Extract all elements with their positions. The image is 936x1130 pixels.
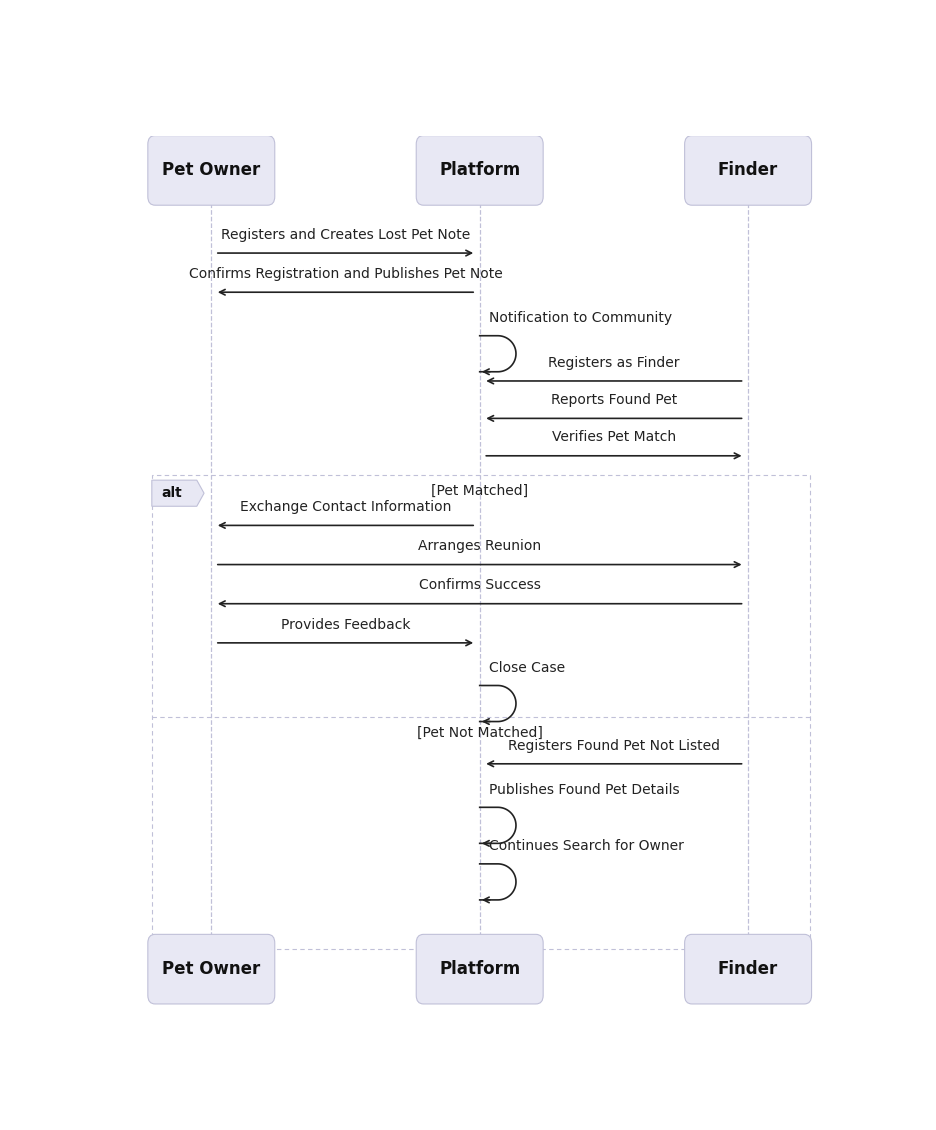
Text: [Pet Matched]: [Pet Matched]: [431, 484, 528, 497]
Text: Exchange Contact Information: Exchange Contact Information: [240, 501, 451, 514]
Text: Publishes Found Pet Details: Publishes Found Pet Details: [489, 783, 680, 797]
Text: Pet Owner: Pet Owner: [162, 162, 260, 180]
Text: Registers and Creates Lost Pet Note: Registers and Creates Lost Pet Note: [221, 228, 470, 242]
Text: Finder: Finder: [718, 162, 778, 180]
Text: Confirms Registration and Publishes Pet Note: Confirms Registration and Publishes Pet …: [189, 267, 503, 281]
Text: Platform: Platform: [439, 162, 520, 180]
Text: Registers Found Pet Not Listed: Registers Found Pet Not Listed: [508, 739, 720, 753]
Text: Provides Feedback: Provides Feedback: [281, 618, 410, 632]
Text: Continues Search for Owner: Continues Search for Owner: [489, 840, 683, 853]
Text: Reports Found Pet: Reports Found Pet: [550, 393, 677, 407]
Text: Notification to Community: Notification to Community: [489, 311, 672, 325]
FancyBboxPatch shape: [684, 935, 812, 1003]
Text: Close Case: Close Case: [489, 661, 565, 675]
FancyBboxPatch shape: [417, 136, 543, 206]
Text: Confirms Success: Confirms Success: [418, 579, 541, 592]
FancyBboxPatch shape: [148, 136, 275, 206]
Text: Finder: Finder: [718, 960, 778, 979]
Text: Arranges Reunion: Arranges Reunion: [418, 539, 541, 554]
Text: Verifies Pet Match: Verifies Pet Match: [552, 431, 676, 444]
FancyBboxPatch shape: [148, 935, 275, 1003]
Text: Pet Owner: Pet Owner: [162, 960, 260, 979]
Polygon shape: [152, 480, 204, 506]
FancyBboxPatch shape: [684, 136, 812, 206]
FancyBboxPatch shape: [417, 935, 543, 1003]
Text: alt: alt: [162, 486, 183, 501]
Text: [Pet Not Matched]: [Pet Not Matched]: [417, 725, 543, 739]
Text: Platform: Platform: [439, 960, 520, 979]
Text: Registers as Finder: Registers as Finder: [548, 356, 680, 370]
